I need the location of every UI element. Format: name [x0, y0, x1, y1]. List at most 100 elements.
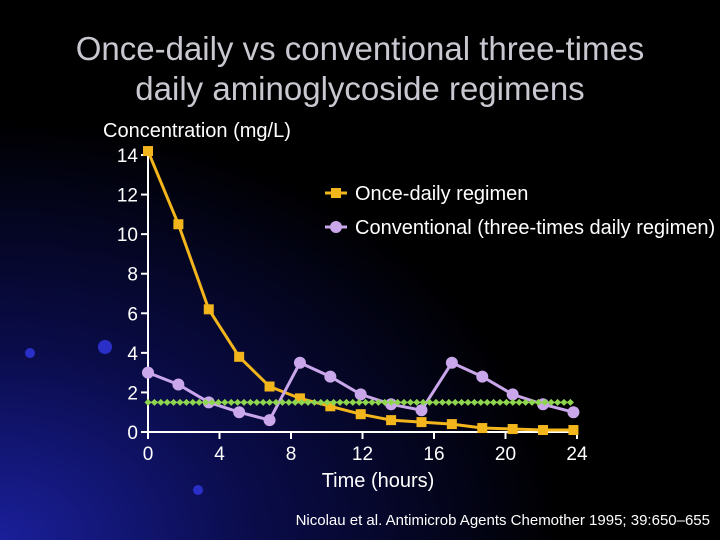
mic-marker	[547, 398, 555, 406]
once-daily-point	[203, 304, 214, 315]
mic-marker	[534, 398, 542, 406]
mic-marker	[464, 398, 472, 406]
mic-marker	[349, 398, 357, 406]
mic-marker	[317, 398, 325, 406]
mic-marker	[566, 398, 574, 406]
mic-marker	[310, 398, 318, 406]
y-tick-label: 0	[127, 423, 138, 444]
mic-marker	[419, 398, 427, 406]
once-daily-point	[294, 393, 305, 404]
conventional-point	[172, 378, 185, 391]
mic-marker	[266, 398, 274, 406]
legend-swatch-marker	[330, 221, 342, 233]
x-axis-label: Time (hours)	[322, 470, 435, 492]
y-tick-label: 14	[117, 146, 139, 167]
mic-marker	[182, 398, 190, 406]
mic-marker	[342, 398, 350, 406]
y-tick-label: 4	[127, 344, 138, 365]
mic-marker	[515, 398, 523, 406]
once-daily-point	[416, 417, 427, 428]
conventional-point	[233, 406, 246, 419]
citation: Nicolau et al. Antimicrob Agents Chemoth…	[296, 512, 710, 529]
mic-marker	[528, 398, 536, 406]
mic-marker	[541, 398, 549, 406]
mic-marker	[323, 398, 331, 406]
mic-marker	[400, 398, 408, 406]
mic-marker	[490, 398, 498, 406]
mic-marker	[336, 398, 344, 406]
mic-marker	[477, 398, 485, 406]
mic-marker	[362, 398, 370, 406]
mic-marker	[381, 398, 389, 406]
y-axis-label: Concentration (mg/L)	[103, 120, 291, 142]
mic-marker	[195, 398, 203, 406]
mic-marker	[394, 398, 402, 406]
mic-marker	[285, 398, 293, 406]
series-conventional	[142, 356, 580, 427]
series-mic-threshold	[144, 398, 574, 406]
series-once-daily	[143, 146, 579, 436]
mic-marker	[413, 398, 421, 406]
mic-marker	[438, 398, 446, 406]
mic-marker	[163, 398, 171, 406]
x-tick-label: 0	[143, 444, 154, 465]
y-tick-label: 12	[117, 186, 138, 207]
x-tick-label: 12	[352, 444, 373, 465]
mic-marker	[509, 398, 517, 406]
mic-marker	[278, 398, 286, 406]
once-daily-point	[173, 219, 184, 230]
mic-marker	[432, 398, 440, 406]
mic-marker	[246, 398, 254, 406]
mic-marker	[374, 398, 382, 406]
y-tick-label: 10	[117, 225, 138, 246]
decorative-dot	[98, 340, 112, 354]
slide-title-line-1: Once-daily vs conventional three-times	[75, 30, 645, 67]
mic-marker	[470, 398, 478, 406]
mic-marker	[208, 398, 216, 406]
mic-marker	[170, 398, 178, 406]
mic-marker	[221, 398, 229, 406]
mic-marker	[522, 398, 530, 406]
legend-label: Conventional (three-times daily regimen)	[355, 217, 715, 239]
conventional-point	[567, 406, 580, 419]
mic-marker	[502, 398, 510, 406]
mic-marker	[214, 398, 222, 406]
mic-marker	[426, 398, 434, 406]
mic-marker	[240, 398, 248, 406]
slide-title-line-2: daily aminoglycoside regimens	[135, 70, 585, 107]
once-daily-point	[264, 381, 275, 392]
legend-swatch-marker	[331, 188, 341, 198]
conventional-point	[354, 388, 367, 401]
x-tick-label: 8	[286, 444, 297, 465]
mic-marker	[496, 398, 504, 406]
once-daily-point	[386, 415, 397, 426]
x-tick-label: 20	[495, 444, 516, 465]
y-tick-label: 6	[127, 304, 138, 325]
mic-marker	[234, 398, 242, 406]
once-daily-point	[234, 351, 245, 362]
legend-label: Once-daily regimen	[355, 183, 528, 205]
mic-marker	[189, 398, 197, 406]
mic-marker	[406, 398, 414, 406]
y-tick-label: 2	[127, 383, 138, 404]
conventional-point	[415, 404, 428, 417]
once-daily-point	[477, 423, 488, 434]
conventional-point	[293, 356, 306, 369]
mic-marker	[458, 398, 466, 406]
mic-marker	[445, 398, 453, 406]
conventional-point	[476, 370, 489, 383]
conventional-point	[142, 366, 154, 379]
mic-marker	[483, 398, 491, 406]
once-daily-point	[446, 419, 457, 430]
mic-marker	[291, 398, 299, 406]
decorative-dot	[25, 348, 35, 358]
mic-marker	[554, 398, 562, 406]
mic-marker	[259, 398, 267, 406]
mic-marker	[202, 398, 210, 406]
mic-marker	[368, 398, 376, 406]
conventional-point	[263, 414, 276, 427]
mic-marker	[560, 398, 568, 406]
x-tick-label: 16	[423, 444, 444, 465]
